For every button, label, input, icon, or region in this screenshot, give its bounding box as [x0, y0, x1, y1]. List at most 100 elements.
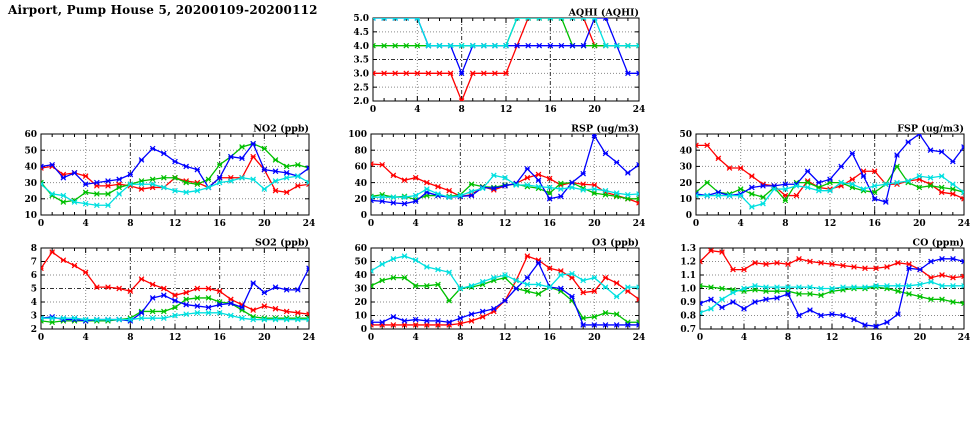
series-group [41, 249, 309, 326]
x-tick-label: 20 [588, 219, 601, 229]
series-group [373, 18, 639, 101]
x-tick-label: 16 [870, 333, 883, 343]
chart-panel-o3: 0 10 20 30 40 50 60 0 4 8 12 16 20 24 O3 (ppb) [345, 236, 645, 344]
chart-svg-co: 0.7 0.8 0.9 1.0 1.1 1.2 1.3 0 4 8 12 16 20 24 CO (ppm) [680, 238, 970, 344]
y-tick-label: 40 [354, 271, 367, 281]
series-markers-day2 [696, 163, 964, 204]
y-tick-label: 30 [679, 163, 692, 173]
y-tick-label: 5.0 [353, 14, 369, 24]
x-tick-label: 16 [868, 219, 881, 229]
series-group [371, 253, 639, 328]
x-tick-label: 4 [741, 333, 747, 343]
series-group [696, 134, 964, 210]
x-tick-label: 20 [913, 219, 926, 229]
series-markers-day4 [371, 253, 639, 300]
tick-labels: 10 20 30 40 50 60 0 4 8 12 16 20 24 [24, 130, 315, 229]
y-tick-label: 40 [354, 179, 367, 189]
y-tick-label: 1.0 [680, 285, 696, 295]
chart-title-aqhi: AQHI (AQHI) [568, 8, 639, 19]
axis-ticks [40, 133, 310, 216]
series-markers-day1 [371, 161, 639, 206]
x-tick-label: 4 [83, 219, 89, 229]
x-gridlines [416, 18, 596, 101]
chart-title-so2: SO2 (ppb) [255, 238, 309, 249]
x-tick-label: 8 [785, 333, 791, 343]
x-tick-label: 8 [782, 219, 788, 229]
x-tick-label: 0 [38, 219, 44, 229]
series-markers-day4 [41, 173, 309, 209]
x-tick-label: 4 [738, 219, 744, 229]
y-tick-label: 0.8 [680, 312, 696, 322]
y-tick-label: 1.2 [680, 258, 696, 268]
y-tick-label: 0 [361, 211, 367, 221]
x-tick-label: 8 [459, 105, 465, 115]
series-line-day3 [700, 258, 964, 327]
y-tick-label: 60 [24, 130, 37, 140]
x-tick-label: 8 [127, 333, 133, 343]
tick-labels: 0 10 20 30 40 50 0 4 8 12 16 20 24 [679, 130, 970, 229]
tick-labels: 0 20 40 60 80 100 0 4 8 12 16 20 24 [348, 130, 645, 229]
series-markers-day4 [371, 172, 639, 201]
y-tick-label: 20 [354, 195, 367, 205]
x-tick-label: 8 [127, 219, 133, 229]
y-tick-label: 4.5 [353, 28, 369, 38]
y-tick-label: 5 [31, 285, 37, 295]
series-markers-day3 [700, 255, 964, 329]
tick-labels: 2.0 2.5 3.0 3.5 4.0 4.5 5.0 0 4 8 12 16 20 24 [353, 14, 645, 115]
y-tick-label: 0.7 [680, 325, 696, 335]
x-tick-label: 24 [633, 105, 645, 115]
chart-svg-fsp: 0 10 20 30 40 50 0 4 8 12 16 20 24 FSP (ug/m3) [679, 124, 970, 230]
y-tick-label: 50 [354, 258, 367, 268]
x-gridlines [85, 134, 265, 215]
x-tick-label: 4 [83, 333, 89, 343]
y-tick-label: 0.9 [680, 298, 696, 308]
chart-svg-so2: 2 3 4 5 6 7 8 0 4 8 12 16 20 24 SO2 (ppb) [31, 238, 315, 344]
series-markers-day4 [696, 173, 964, 210]
y-tick-label: 4 [31, 298, 37, 308]
chart-svg-aqhi: 2.0 2.5 3.0 3.5 4.0 4.5 5.0 0 4 8 12 16 20 24 AQHI (AQ… [353, 8, 645, 115]
x-tick-label: 16 [544, 105, 557, 115]
y-tick-label: 3.0 [353, 70, 369, 80]
y-tick-label: 50 [679, 130, 692, 140]
x-tick-label: 24 [303, 219, 315, 229]
x-tick-label: 24 [303, 333, 315, 343]
x-tick-label: 0 [368, 333, 374, 343]
chart-title-no2: NO2 (ppb) [253, 124, 309, 135]
axis-ticks [699, 247, 965, 330]
chart-panel-no2: 10 20 30 40 50 60 0 4 8 12 16 20 24 NO2 (ppb) [15, 122, 315, 230]
series-line-day3 [41, 142, 309, 189]
x-tick-label: 24 [633, 219, 645, 229]
chart-title-co: CO (ppm) [913, 238, 964, 249]
y-tick-label: 30 [24, 179, 37, 189]
chart-title-fsp: FSP (ug/m3) [897, 124, 964, 135]
page-title: Airport, Pump House 5, 20200109-20200112 [8, 3, 318, 17]
tick-labels: 2 3 4 5 6 7 8 0 4 8 12 16 20 24 [31, 244, 315, 343]
x-tick-label: 0 [693, 219, 699, 229]
y-tick-label: 1.3 [680, 244, 696, 254]
y-tick-label: 4.0 [353, 42, 369, 52]
y-tick-label: 3 [31, 312, 37, 322]
y-tick-label: 10 [24, 211, 37, 221]
y-tick-label: 20 [354, 298, 367, 308]
series-markers-day1 [41, 249, 309, 317]
x-tick-label: 4 [414, 105, 420, 115]
x-tick-label: 20 [588, 105, 601, 115]
x-tick-label: 16 [543, 219, 556, 229]
series-markers-day4 [700, 278, 964, 316]
y-tick-label: 40 [24, 163, 37, 173]
x-tick-label: 12 [499, 333, 512, 343]
y-tick-label: 10 [354, 312, 367, 322]
y-tick-label: 2.5 [353, 83, 369, 93]
x-tick-label: 12 [169, 333, 182, 343]
x-tick-label: 20 [258, 333, 271, 343]
x-tick-label: 0 [368, 219, 374, 229]
y-tick-label: 2 [31, 325, 37, 335]
y-tick-label: 80 [354, 146, 367, 156]
y-tick-label: 1.1 [680, 271, 696, 281]
chart-svg-rsp: 0 20 40 60 80 100 0 4 8 12 16 20 24 RSP (ug/m3) [348, 124, 645, 230]
series-group [41, 140, 309, 209]
y-tick-label: 60 [354, 244, 367, 254]
series-markers-day3 [696, 134, 964, 205]
series-group [700, 248, 964, 329]
x-gridlines [415, 134, 595, 215]
